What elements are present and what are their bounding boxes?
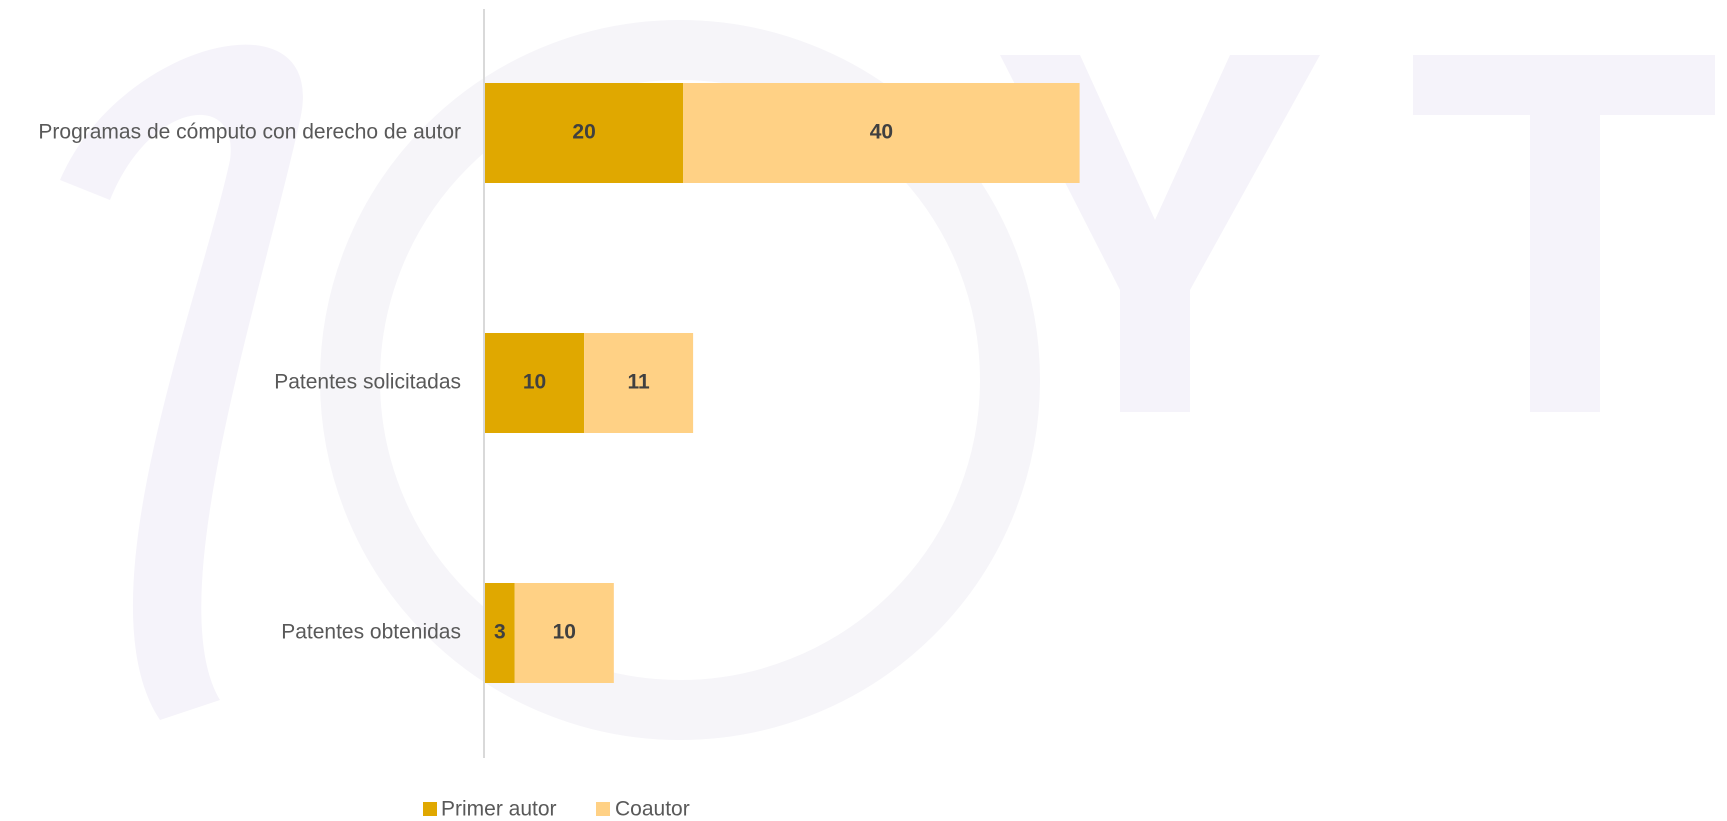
watermark-y bbox=[1000, 55, 1320, 412]
bar-segment bbox=[485, 83, 684, 183]
bar-segment bbox=[514, 583, 614, 683]
legend-swatch bbox=[423, 802, 437, 816]
legend-label: Coautor bbox=[615, 798, 690, 821]
plot-area: Programas de cómputo con derecho de auto… bbox=[38, 83, 1080, 683]
watermark-shape bbox=[60, 44, 303, 720]
bar-segment bbox=[683, 83, 1080, 183]
y-tick-label: Patentes solicitadas bbox=[274, 371, 461, 394]
data-label: 11 bbox=[628, 371, 651, 394]
bar-segment bbox=[485, 333, 585, 433]
data-label: 3 bbox=[494, 621, 506, 644]
data-label: 10 bbox=[523, 371, 546, 394]
data-label: 10 bbox=[553, 621, 576, 644]
watermark bbox=[60, 20, 1715, 740]
bar-segment bbox=[485, 583, 515, 683]
y-tick-label: Programas de cómputo con derecho de auto… bbox=[38, 121, 461, 144]
legend-swatch bbox=[596, 802, 610, 816]
bar-segment bbox=[584, 333, 694, 433]
watermark-t bbox=[1413, 55, 1715, 412]
legend: Primer autor Coautor bbox=[423, 798, 690, 821]
y-tick-label: Patentes obtenidas bbox=[281, 621, 461, 644]
data-label: 20 bbox=[572, 121, 595, 144]
data-label: 40 bbox=[870, 121, 893, 144]
watermark-ring bbox=[320, 20, 1040, 740]
legend-label: Primer autor bbox=[441, 798, 557, 821]
